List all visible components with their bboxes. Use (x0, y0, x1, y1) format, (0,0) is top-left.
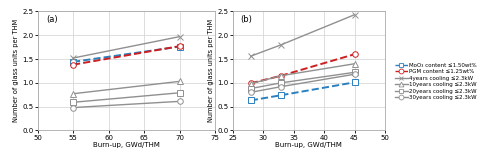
Text: (a): (a) (46, 15, 58, 24)
X-axis label: Burn-up, GWd/THM: Burn-up, GWd/THM (276, 142, 342, 148)
Text: (b): (b) (240, 15, 252, 24)
Y-axis label: Number of glass units per THM: Number of glass units per THM (208, 19, 214, 122)
Y-axis label: Number of glass units per THM: Number of glass units per THM (14, 19, 20, 122)
Legend: MoO₃ content ≤1.50wt%, PGM content ≤1.25wt%, 4years cooling ≤2.3kW, 10years cool: MoO₃ content ≤1.50wt%, PGM content ≤1.25… (396, 63, 477, 100)
X-axis label: Burn-up, GWd/THM: Burn-up, GWd/THM (93, 142, 160, 148)
